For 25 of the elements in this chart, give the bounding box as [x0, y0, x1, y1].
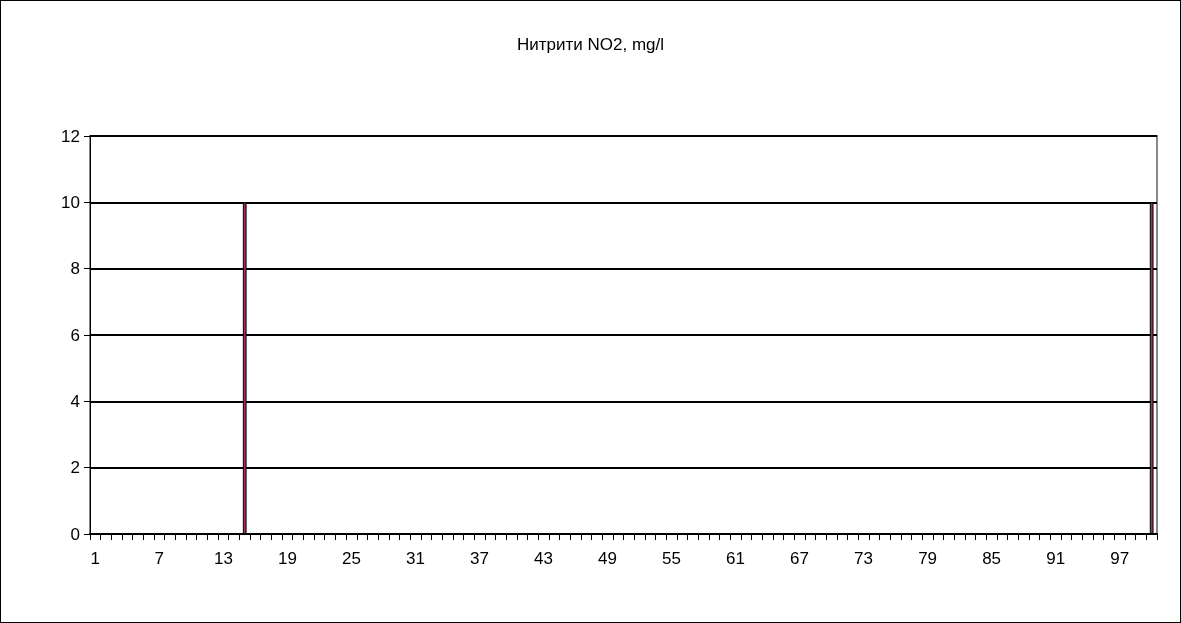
- x-tick-label: 79: [918, 549, 938, 568]
- y-tick-label: 0: [70, 524, 80, 544]
- x-tick-label: 91: [1046, 549, 1066, 568]
- x-tick-label: 67: [790, 549, 810, 568]
- chart-title: Нитрити NO2, mg/l: [516, 35, 665, 54]
- y-tick-label: 4: [70, 391, 80, 411]
- x-tick-label: 25: [341, 549, 361, 568]
- y-tick-label: 2: [70, 458, 80, 478]
- x-tick-label: 1: [90, 549, 101, 568]
- x-tick-label: 13: [213, 549, 233, 568]
- x-tick-label: 61: [726, 549, 745, 568]
- x-tick-label: 55: [662, 549, 681, 568]
- x-tick-label: 85: [982, 549, 1002, 568]
- x-tick-label: 19: [277, 549, 297, 568]
- y-tick-label: 8: [70, 259, 80, 279]
- x-tick-label: 37: [469, 549, 489, 568]
- y-tick-label: 12: [61, 126, 80, 146]
- x-tick-label: 49: [598, 549, 617, 568]
- y-tick-label: 6: [70, 325, 80, 345]
- x-tick-label: 7: [154, 549, 165, 568]
- x-tick-label: 97: [1110, 549, 1130, 568]
- x-tick-label: 43: [534, 549, 553, 568]
- y-tick-label: 10: [61, 192, 80, 212]
- x-tick-label: 31: [405, 549, 425, 568]
- x-tick-label: 73: [854, 549, 874, 568]
